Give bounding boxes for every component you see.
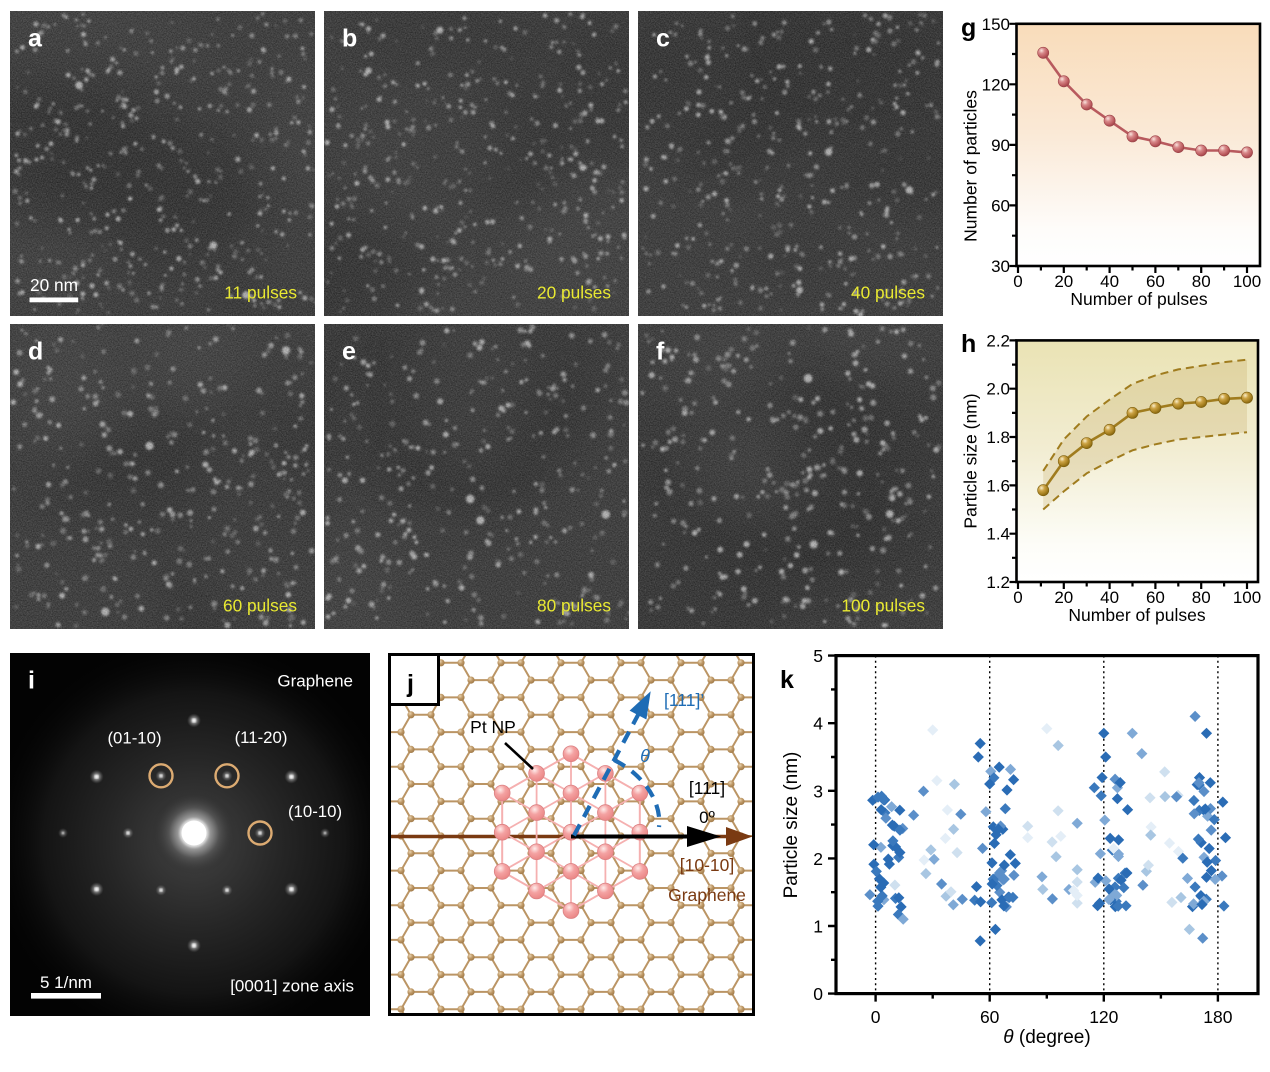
svg-text:Number of particles: Number of particles	[961, 90, 981, 242]
svg-text:1: 1	[813, 917, 823, 937]
svg-text:11 pulses: 11 pulses	[224, 283, 297, 303]
svg-text:θ (degree): θ (degree)	[1003, 1027, 1090, 1048]
svg-text:150: 150	[982, 15, 1010, 34]
svg-text:1.2: 1.2	[986, 573, 1010, 592]
svg-text:120: 120	[1089, 1007, 1118, 1027]
svg-text:80: 80	[1192, 272, 1211, 291]
svg-text:Particle size (nm): Particle size (nm)	[781, 752, 802, 899]
svg-text:0: 0	[813, 984, 823, 1004]
svg-text:a: a	[28, 25, 43, 53]
svg-text:60: 60	[991, 196, 1010, 215]
svg-text:0: 0	[1013, 272, 1022, 291]
svg-text:Particle size (nm): Particle size (nm)	[961, 393, 981, 528]
svg-text:40: 40	[1100, 588, 1119, 607]
svg-text:100: 100	[1233, 272, 1261, 291]
svg-text:5: 5	[813, 646, 823, 666]
svg-text:40: 40	[1100, 272, 1119, 291]
svg-text:90: 90	[991, 136, 1010, 155]
svg-text:30: 30	[991, 257, 1010, 276]
svg-text:[111]: [111]	[689, 778, 725, 798]
svg-text:3: 3	[813, 781, 823, 801]
svg-text:(11-20): (11-20)	[235, 728, 288, 747]
svg-text:b: b	[342, 25, 357, 53]
svg-text:k: k	[780, 666, 794, 694]
svg-text:80: 80	[1192, 588, 1211, 607]
svg-text:(10-10): (10-10)	[288, 802, 342, 821]
svg-text:j: j	[406, 670, 414, 698]
svg-text:100: 100	[1233, 588, 1261, 607]
svg-text:Number of pulses: Number of pulses	[1068, 605, 1205, 625]
svg-text:θ: θ	[640, 746, 650, 766]
svg-text:e: e	[342, 338, 356, 366]
svg-text:20: 20	[1054, 272, 1073, 291]
svg-text:0: 0	[1013, 588, 1022, 607]
svg-text:[0001] zone axis: [0001] zone axis	[230, 977, 354, 996]
svg-text:Pt NP: Pt NP	[470, 717, 516, 737]
svg-text:f: f	[656, 338, 665, 366]
svg-text:60: 60	[1146, 588, 1165, 607]
svg-text:0º: 0º	[699, 808, 715, 827]
svg-text:(01-10): (01-10)	[107, 729, 161, 748]
svg-text:4: 4	[813, 714, 823, 734]
svg-text:1.6: 1.6	[986, 476, 1010, 495]
svg-text:2: 2	[813, 849, 823, 869]
svg-text:c: c	[656, 25, 670, 53]
svg-text:40 pulses: 40 pulses	[851, 283, 925, 303]
svg-text:60: 60	[980, 1007, 1000, 1027]
svg-text:[10-10]: [10-10]	[680, 855, 734, 875]
svg-text:1.8: 1.8	[986, 428, 1010, 447]
svg-text:h: h	[961, 330, 976, 358]
svg-text:5 1/nm: 5 1/nm	[40, 973, 92, 992]
svg-text:i: i	[28, 667, 35, 695]
svg-text:60 pulses: 60 pulses	[223, 596, 297, 616]
svg-text:20 pulses: 20 pulses	[537, 283, 611, 303]
svg-text:[111]’: [111]’	[664, 690, 704, 710]
svg-text:d: d	[28, 338, 43, 366]
svg-text:Number of pulses: Number of pulses	[1070, 289, 1207, 309]
svg-text:80 pulses: 80 pulses	[537, 596, 611, 616]
svg-text:60: 60	[1146, 272, 1165, 291]
svg-text:20: 20	[1054, 588, 1073, 607]
svg-text:g: g	[961, 14, 976, 42]
svg-text:100 pulses: 100 pulses	[841, 596, 925, 616]
svg-text:180: 180	[1203, 1007, 1232, 1027]
svg-text:Graphene: Graphene	[277, 672, 353, 691]
svg-text:2.0: 2.0	[986, 380, 1010, 399]
svg-text:1.4: 1.4	[986, 525, 1010, 544]
svg-text:0: 0	[871, 1007, 881, 1027]
svg-text:2.2: 2.2	[986, 331, 1010, 350]
svg-text:120: 120	[982, 75, 1010, 94]
svg-text:Graphene: Graphene	[668, 885, 746, 905]
svg-text:20 nm: 20 nm	[30, 275, 78, 295]
